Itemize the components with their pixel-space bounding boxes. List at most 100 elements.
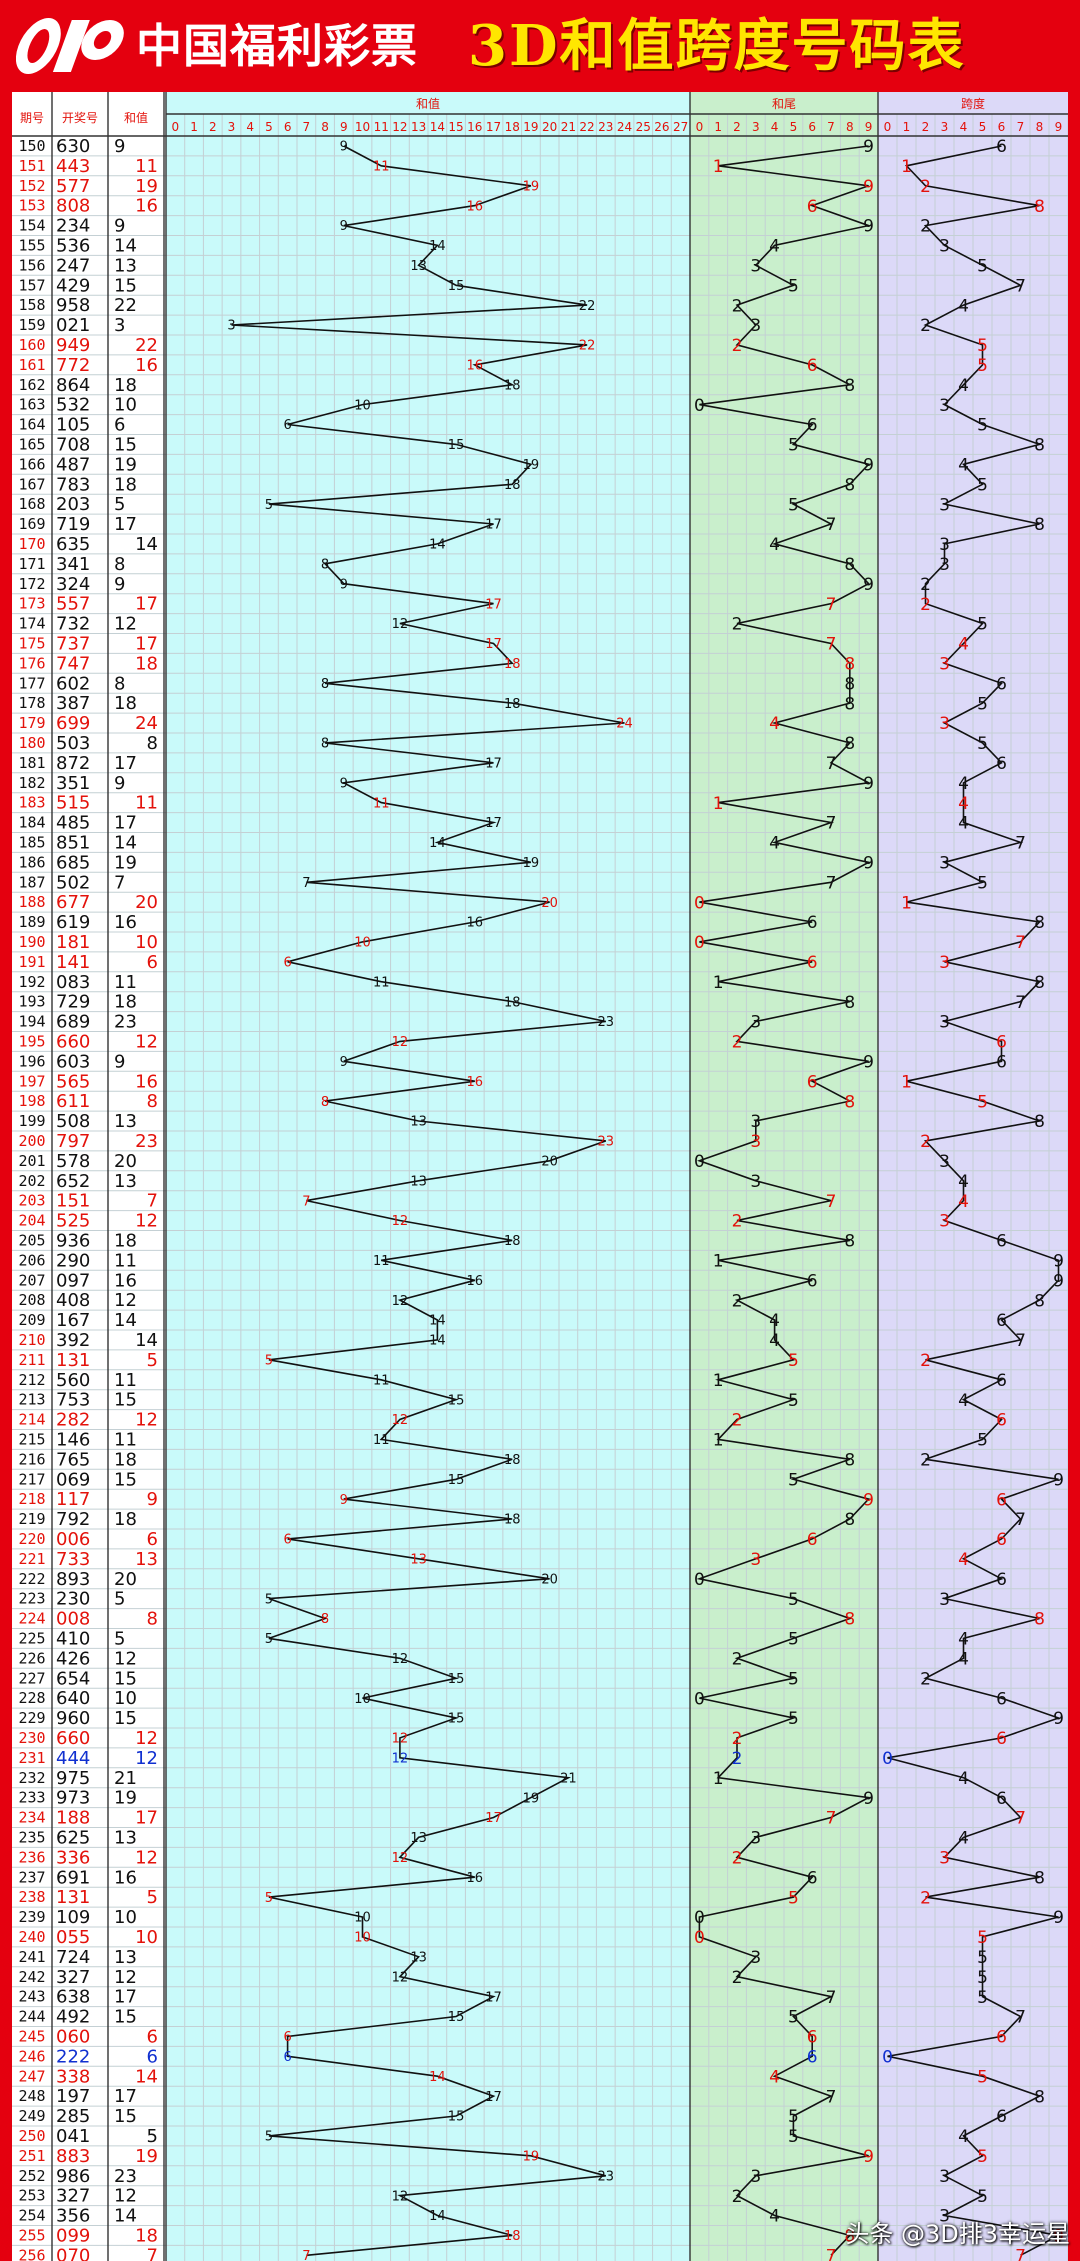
- sum-cell: 5: [147, 2126, 158, 2147]
- period-cell: 154: [18, 217, 45, 235]
- tail-point: 0: [694, 396, 705, 416]
- sum-point: 22: [579, 339, 596, 354]
- sum-cell: 18: [114, 992, 137, 1013]
- sum-point: 18: [504, 1453, 521, 1468]
- span-point: 6: [996, 1490, 1007, 1510]
- draw-cell: 729: [56, 992, 90, 1013]
- sum-cell: 10: [114, 1688, 137, 1709]
- sum-cell: 9: [114, 773, 125, 794]
- span-point: 6: [996, 1530, 1007, 1550]
- sum-cell: 5: [114, 1589, 125, 1610]
- tail-trend-line: [696, 145, 872, 2256]
- period-cell: 174: [18, 615, 45, 633]
- sum-cell: 6: [147, 952, 158, 973]
- sum-point: 8: [321, 1612, 329, 1627]
- period-cell: 230: [18, 1729, 45, 1747]
- draw-cell: 611: [56, 1091, 90, 1112]
- period-cell: 169: [18, 515, 45, 533]
- sum-cell: 15: [114, 1668, 137, 1689]
- sum-point: 11: [373, 160, 390, 175]
- tail-point: 3: [750, 1112, 761, 1132]
- header-period: 期号: [20, 111, 44, 125]
- sum-cell: 13: [135, 1549, 158, 1570]
- tail-point: 9: [863, 853, 874, 873]
- period-cell: 247: [18, 2067, 45, 2085]
- sum-cell: 7: [147, 1191, 158, 1212]
- draw-cell: 105: [56, 415, 90, 436]
- tail-axis-tick: 7: [827, 120, 835, 134]
- sum-cell: 5: [147, 1887, 158, 1908]
- sum-cell: 8: [114, 673, 125, 694]
- draw-cell: 222: [56, 2046, 90, 2067]
- span-point: 5: [977, 734, 988, 754]
- span-point: 2: [920, 1669, 931, 1689]
- sum-cell: 6: [147, 1529, 158, 1550]
- sum-cell: 16: [135, 355, 158, 376]
- sum-axis-tick: 1: [190, 120, 198, 134]
- sum-point: 10: [354, 936, 371, 951]
- span-point: 4: [958, 376, 969, 396]
- draw-cell: 008: [56, 1609, 90, 1630]
- draw-cell: 097: [56, 1270, 90, 1291]
- sum-cell: 8: [147, 1609, 158, 1630]
- draw-cell: 783: [56, 474, 90, 495]
- sum-cell: 12: [114, 2186, 137, 2207]
- sum-cell: 11: [135, 156, 158, 177]
- sum-point: 12: [392, 1214, 409, 1229]
- span-point: 5: [977, 2187, 988, 2207]
- period-cell: 228: [18, 1689, 45, 1707]
- sum-cell: 13: [114, 1947, 137, 1968]
- span-point: 6: [996, 2107, 1007, 2127]
- draw-cell: 203: [56, 494, 90, 515]
- tail-point: 9: [863, 1052, 874, 1072]
- sum-point: 22: [579, 299, 596, 314]
- sum-point: 15: [448, 438, 465, 453]
- span-point: 5: [977, 873, 988, 893]
- draw-cell: 737: [56, 633, 90, 654]
- draw-cell: 732: [56, 614, 90, 635]
- span-point: 5: [977, 336, 988, 356]
- draw-cell: 685: [56, 852, 90, 873]
- draw-cell: 060: [56, 2026, 90, 2047]
- sum-point: 5: [265, 1891, 273, 1906]
- sum-point: 12: [392, 1970, 409, 1985]
- period-cell: 170: [18, 535, 45, 553]
- sum-point: 19: [523, 856, 540, 871]
- sum-cell: 9: [114, 1051, 125, 1072]
- sum-cell: 18: [114, 1509, 137, 1530]
- draw-cell: 070: [56, 2245, 90, 2261]
- sum-point: 15: [448, 1473, 465, 1488]
- draw-cell: 578: [56, 1151, 90, 1172]
- sum-cell: 17: [114, 514, 137, 535]
- span-point: 7: [1015, 1809, 1026, 1829]
- draw-cell: 949: [56, 335, 90, 356]
- sum-point: 17: [485, 757, 502, 772]
- period-cell: 227: [18, 1669, 45, 1687]
- sum-point: 16: [467, 359, 484, 374]
- span-point: 3: [939, 2207, 950, 2227]
- sum-point: 13: [410, 259, 427, 274]
- tail-point: 9: [863, 575, 874, 595]
- sum-point: 5: [265, 2130, 273, 2145]
- period-cell: 224: [18, 1610, 45, 1628]
- sum-point: 9: [340, 577, 348, 592]
- period-cell: 157: [18, 276, 45, 294]
- span-point: 8: [1034, 1868, 1045, 1888]
- sum-point: 12: [392, 1652, 409, 1667]
- sum-point: 10: [354, 398, 371, 413]
- sum-point: 13: [410, 1553, 427, 1568]
- tail-point: 2: [732, 615, 743, 635]
- tail-point: 4: [769, 834, 780, 854]
- sum-point: 23: [598, 2169, 615, 2184]
- period-cell: 166: [18, 455, 45, 473]
- period-cell: 195: [18, 1032, 45, 1050]
- period-cell: 206: [18, 1251, 45, 1269]
- draw-cell: 356: [56, 2206, 90, 2227]
- span-point: 9: [1053, 2227, 1064, 2247]
- span-point: 1: [901, 157, 912, 177]
- period-cell: 175: [18, 634, 45, 652]
- span-point: 5: [977, 475, 988, 495]
- period-cell: 241: [18, 1948, 45, 1966]
- period-cell: 256: [18, 2246, 45, 2261]
- sum-point: 13: [410, 1831, 427, 1846]
